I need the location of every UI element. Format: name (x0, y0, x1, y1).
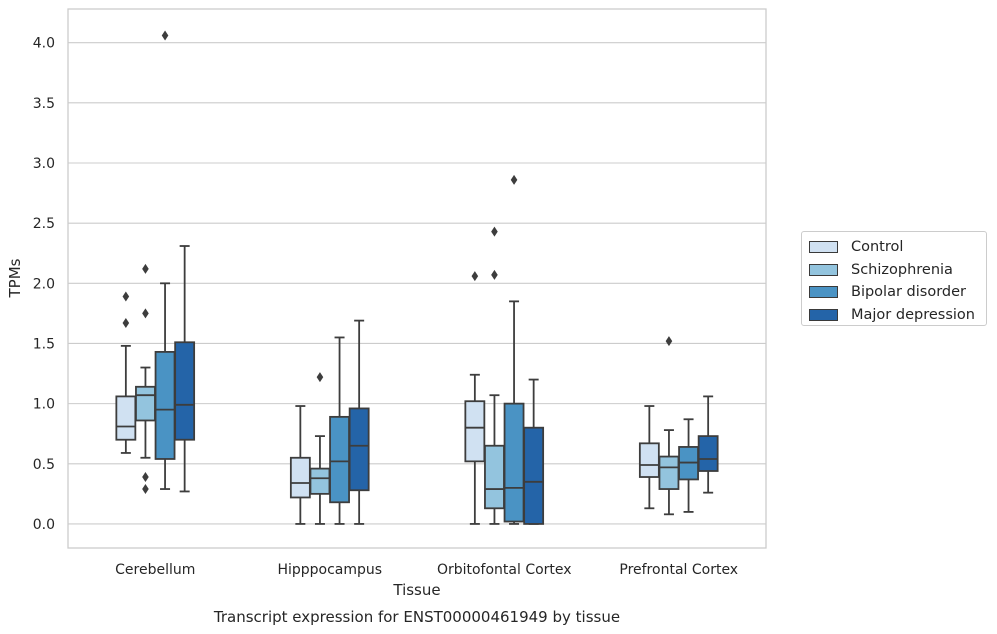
box-schizophrenia-orbitofontal-cortex (484, 226, 505, 525)
box-body (638, 442, 660, 478)
y-tick-label: 3.0 (33, 156, 55, 172)
box-bipolar-disorder-cerebellum (154, 30, 176, 490)
outlier-point (142, 472, 149, 483)
box-major-depression-orbitofontal-cortex (523, 378, 545, 525)
box-body (348, 407, 370, 492)
outlier-point (471, 271, 479, 282)
plot-frame (67, 8, 767, 549)
box-schizophrenia-cerebellum (135, 263, 156, 495)
box-body (464, 400, 486, 463)
x-tick-label: Cerebellum (115, 562, 195, 578)
box-schizophrenia-prefrontal-cortex (658, 336, 680, 516)
box-major-depression-prefrontal-cortex (697, 395, 719, 494)
x-tick-label: Orbitofontal Cortex (437, 562, 572, 578)
box-control-cerebellum (115, 291, 137, 454)
box-body (329, 415, 350, 504)
box-major-depression-hipppocampus (348, 319, 370, 525)
y-tick-label: 3.5 (33, 96, 55, 112)
box-body (154, 350, 176, 460)
box-body (484, 444, 505, 510)
legend-label-schizophrenia: Schizophrenia (851, 261, 953, 278)
y-axis-label: TPMs (6, 258, 24, 298)
outlier-point (161, 30, 169, 41)
outlier-point (510, 174, 518, 185)
box-control-prefrontal-cortex (638, 405, 660, 510)
y-tick-label: 0.5 (33, 457, 55, 473)
legend-label-control: Control (851, 239, 904, 256)
outlier-point (142, 263, 149, 274)
legend-item-schizophrenia: Schizophrenia (809, 259, 986, 282)
box-body (289, 456, 311, 499)
y-tick-label: 4.0 (33, 36, 55, 52)
legend-item-control: Control (809, 236, 986, 259)
box-body (523, 426, 545, 525)
outlier-point (142, 308, 149, 319)
y-tick-label: 2.0 (33, 276, 55, 292)
box-body (697, 435, 719, 472)
box-body (658, 455, 680, 490)
box-bipolar-disorder-orbitofontal-cortex (503, 174, 525, 525)
x-tick-label: Prefrontal Cortex (619, 562, 738, 578)
outlier-point (491, 269, 498, 280)
legend-label-bipolar-disorder: Bipolar disorder (851, 284, 966, 301)
x-tick-label: Hipppocampus (277, 562, 382, 578)
box-schizophrenia-hipppocampus (309, 372, 331, 525)
box-major-depression-cerebellum (174, 245, 196, 493)
y-tick-labels: 0.0 0.5 1.0 1.5 2.0 2.5 3.0 3.5 4.0 (33, 36, 55, 533)
y-tick-label: 1.5 (33, 336, 55, 352)
outlier-point (665, 336, 673, 347)
legend-swatch-bipolar-disorder (809, 286, 838, 299)
box-body (115, 395, 137, 441)
box-bipolar-disorder-prefrontal-cortex (678, 418, 699, 513)
legend-label-major-depression: Major depression (851, 306, 975, 323)
box-body (174, 341, 196, 441)
legend-swatch-control (809, 241, 838, 254)
x-axis-label: Tissue (392, 581, 440, 599)
box-control-hipppocampus (289, 405, 311, 525)
box-control-orbitofontal-cortex (464, 271, 486, 525)
x-tick-labels: Cerebellum Hipppocampus Orbitofontal Corte… (115, 562, 738, 578)
outlier-point (142, 484, 149, 495)
box-body (135, 385, 156, 422)
legend-item-bipolar-disorder: Bipolar disorder (809, 281, 986, 304)
chart-title: Transcript expression for ENST0000046194… (213, 608, 620, 626)
outlier-point (491, 226, 498, 237)
box-body (309, 467, 331, 495)
box-series (115, 30, 719, 525)
outlier-point (122, 318, 130, 329)
legend-item-major-depression: Major depression (809, 304, 986, 327)
y-tick-label: 0.0 (33, 517, 55, 533)
box-body (503, 402, 525, 523)
y-tick-label: 2.5 (33, 216, 55, 232)
outlier-point (122, 291, 130, 302)
legend-swatch-major-depression (809, 308, 838, 321)
y-tick-label: 1.0 (33, 397, 55, 413)
legend: Control Schizophrenia Bipolar disorder M… (801, 231, 987, 326)
legend-swatch-schizophrenia (809, 263, 838, 276)
box-bipolar-disorder-hipppocampus (329, 336, 350, 525)
outlier-point (316, 372, 324, 383)
